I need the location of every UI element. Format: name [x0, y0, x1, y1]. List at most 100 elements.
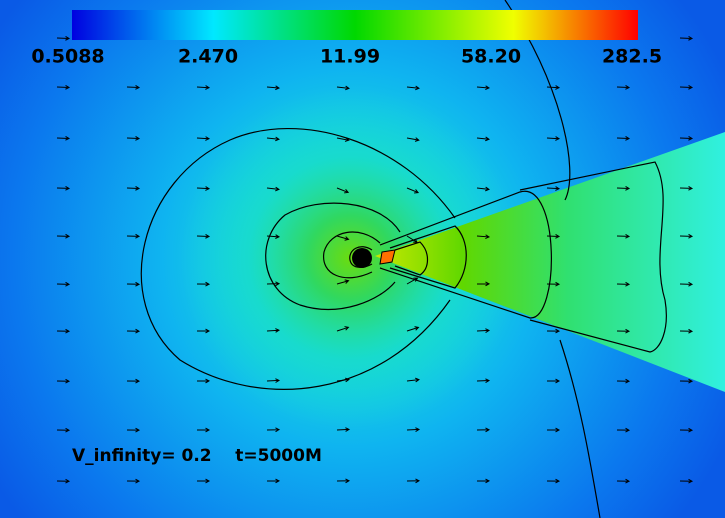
- velocity-arrow: [476, 234, 491, 240]
- velocity-arrow: [546, 281, 561, 287]
- velocity-arrow: [616, 85, 631, 90]
- velocity-arrow: [196, 478, 211, 484]
- contour: [140, 128, 456, 390]
- velocity-arrow: [336, 427, 351, 432]
- velocity-arrow: [546, 85, 561, 90]
- velocity-arrow: [336, 85, 350, 91]
- velocity-arrow: [196, 427, 211, 433]
- velocity-arrow: [616, 478, 631, 484]
- velocity-arrow: [126, 328, 141, 334]
- black-hole: [352, 248, 372, 268]
- velocity-arrow: [406, 326, 420, 332]
- velocity-arrow: [56, 281, 71, 287]
- velocity-arrow: [406, 187, 420, 194]
- velocity-arrow: [406, 137, 420, 142]
- velocity-arrow: [56, 427, 71, 433]
- velocity-arrow: [546, 234, 561, 239]
- velocity-arrow: [266, 478, 281, 484]
- velocity-arrow: [336, 377, 350, 383]
- velocity-arrow: [196, 85, 211, 90]
- hot-spot: [379, 249, 396, 265]
- velocity-arrow: [546, 378, 561, 384]
- velocity-arrow: [616, 378, 631, 384]
- velocity-arrow: [616, 427, 631, 433]
- colorbar-tick-label: 11.99: [320, 46, 380, 68]
- velocity-arrow: [56, 328, 71, 334]
- velocity-arrows: [56, 35, 694, 484]
- velocity-arrow: [679, 84, 694, 90]
- velocity-arrow: [546, 427, 561, 433]
- velocity-arrow: [679, 478, 694, 484]
- velocity-arrow: [196, 186, 211, 191]
- velocity-arrow: [56, 135, 71, 141]
- velocity-arrow: [546, 136, 561, 141]
- velocity-arrow: [616, 186, 631, 191]
- velocity-arrow: [476, 281, 491, 287]
- velocity-arrow: [336, 326, 350, 332]
- velocity-arrow: [56, 84, 71, 90]
- velocity-arrow: [126, 185, 141, 191]
- velocity-arrow: [616, 281, 631, 287]
- colorbar-tick-label: 0.5088: [31, 46, 104, 68]
- velocity-arrow: [476, 378, 491, 384]
- velocity-arrow: [679, 35, 694, 41]
- velocity-arrow: [266, 234, 281, 239]
- velocity-arrow: [406, 377, 420, 383]
- velocity-arrow: [56, 378, 71, 384]
- velocity-arrow: [126, 85, 141, 90]
- contour: [323, 231, 381, 279]
- velocity-arrow: [336, 137, 350, 142]
- velocity-arrow: [476, 186, 490, 192]
- velocity-arrow: [476, 328, 491, 333]
- colorbar-tick-label: 58.20: [461, 46, 521, 68]
- colorbar: [72, 10, 638, 40]
- velocity-arrow: [546, 186, 561, 191]
- contour: [379, 190, 552, 319]
- velocity-arrow: [266, 378, 281, 383]
- contour: [519, 161, 667, 353]
- velocity-arrow: [406, 235, 419, 244]
- colorbar-tick-label: 2.470: [178, 46, 238, 68]
- velocity-arrow: [266, 136, 280, 142]
- velocity-arrow: [336, 478, 351, 484]
- velocity-arrow: [196, 378, 211, 384]
- velocity-arrow: [476, 478, 491, 484]
- velocity-arrow: [476, 85, 490, 91]
- velocity-arrow: [126, 136, 141, 141]
- velocity-arrow: [546, 328, 561, 334]
- velocity-arrow: [56, 185, 71, 191]
- velocity-arrow: [266, 281, 281, 287]
- colorbar-tick-label: 282.5: [602, 46, 662, 68]
- velocity-arrow: [266, 427, 281, 433]
- velocity-arrow: [336, 235, 350, 241]
- velocity-arrow: [126, 281, 141, 287]
- velocity-arrow: [679, 135, 694, 141]
- velocity-arrow: [616, 233, 631, 239]
- velocity-arrow: [266, 85, 280, 91]
- velocity-arrow: [616, 136, 631, 141]
- velocity-arrow: [196, 233, 211, 239]
- velocity-arrow: [616, 328, 631, 334]
- velocity-arrow: [126, 378, 141, 384]
- velocity-arrow: [126, 233, 141, 239]
- velocity-arrow: [196, 136, 211, 141]
- contour: [389, 225, 467, 289]
- velocity-arrow: [679, 233, 694, 239]
- contour: [394, 241, 429, 276]
- velocity-arrow: [126, 427, 141, 433]
- velocity-arrow: [126, 478, 141, 484]
- velocity-arrow: [679, 185, 694, 191]
- velocity-arrow: [476, 427, 491, 433]
- velocity-arrow: [196, 281, 211, 287]
- velocity-arrow: [266, 186, 280, 192]
- velocity-arrow: [196, 328, 211, 334]
- velocity-arrow: [679, 328, 694, 334]
- wake-cone: [375, 132, 725, 392]
- velocity-arrow: [476, 136, 490, 142]
- velocity-arrow: [56, 233, 71, 239]
- velocity-arrow: [546, 478, 561, 484]
- velocity-arrow: [406, 85, 420, 91]
- velocity-arrow: [336, 187, 350, 194]
